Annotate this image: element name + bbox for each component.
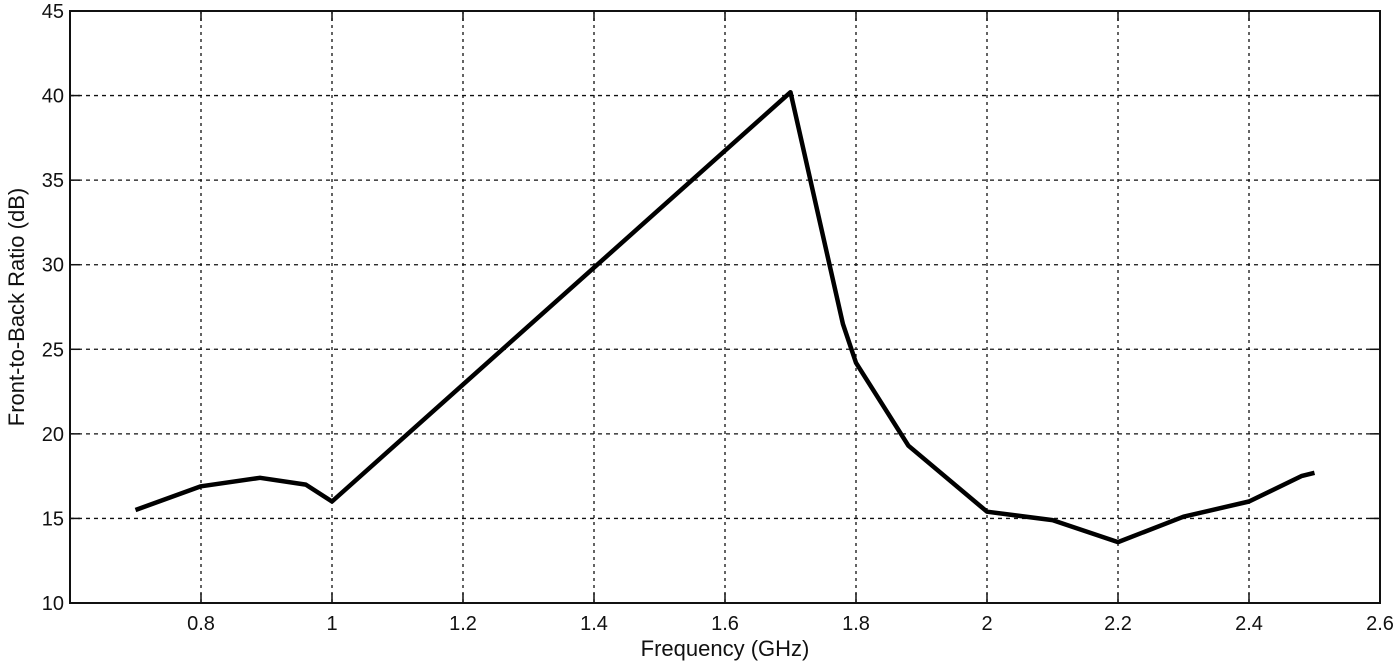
y-tick-label: 20 [42, 424, 64, 446]
axis-ticks [70, 10, 1381, 604]
x-tick-label: 1.4 [580, 613, 608, 635]
y-tick-label: 30 [42, 255, 64, 277]
x-tick-label: 2.6 [1366, 613, 1394, 635]
y-tick-label: 35 [42, 170, 64, 192]
data-series [134, 89, 1316, 545]
x-tick-label: 1.8 [842, 613, 870, 635]
x-tick-label: 2.4 [1235, 613, 1263, 635]
y-tick-labels: 10 15 20 25 30 35 40 45 [42, 1, 64, 615]
y-tick-label: 15 [42, 508, 64, 530]
x-tick-label: 2 [981, 613, 992, 635]
y-tick-label: 10 [42, 593, 64, 615]
x-tick-label: 1.2 [449, 613, 477, 635]
x-tick-labels: 0.8 1 1.2 1.4 1.6 1.8 2 2.2 2.4 2.6 [187, 613, 1394, 635]
x-tick-label: 1.6 [711, 613, 739, 635]
series-line [134, 89, 1316, 545]
y-tick-label: 25 [42, 339, 64, 361]
x-tick-label: 0.8 [187, 613, 215, 635]
y-tick-label: 45 [42, 1, 64, 23]
x-tick-label: 2.2 [1104, 613, 1132, 635]
y-axis-label: Front-to-Back Ratio (dB) [4, 188, 29, 426]
x-tick-label: 1 [326, 613, 337, 635]
y-tick-label: 40 [42, 86, 64, 108]
grid-lines [70, 11, 1380, 603]
x-axis-label: Frequency (GHz) [641, 636, 810, 661]
